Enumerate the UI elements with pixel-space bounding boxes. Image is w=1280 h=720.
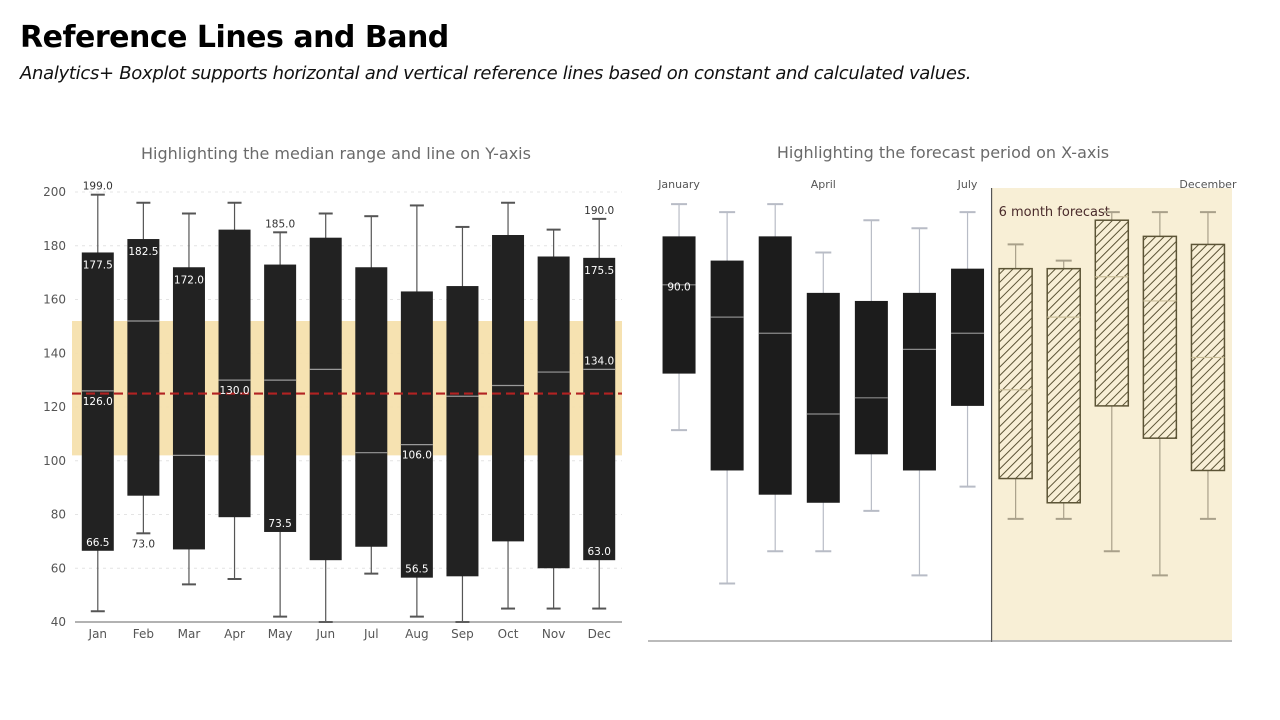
chart2-box (951, 268, 985, 406)
chart1-data-label: 73.0 (132, 538, 155, 550)
chart1-xtick-label: Jul (363, 627, 378, 641)
chart1-data-label: 73.5 (268, 518, 291, 530)
chart1-box (127, 239, 160, 496)
chart1-data-label: 126.0 (83, 396, 113, 408)
page-title: Reference Lines and Band (20, 20, 449, 55)
chart1-box (583, 257, 616, 561)
chart2-forecast-box (1094, 219, 1130, 407)
chart1-box (537, 256, 570, 569)
chart2-box (806, 292, 840, 503)
chart1-data-label: 185.0 (265, 218, 295, 230)
chart1-reference-band (72, 321, 622, 456)
chart2-forecast-label: 6 month forecast (999, 205, 1110, 220)
chart2-box (662, 236, 696, 374)
chart1-box (172, 267, 205, 550)
chart1-xtick-label: Apr (224, 627, 245, 641)
chart-median-range: Highlighting the median range and line o… (43, 144, 622, 641)
chart1-ytick-label: 200 (43, 185, 66, 199)
chart1-xtick-label: Jun (315, 627, 335, 641)
chart1-data-label: 130.0 (220, 385, 250, 397)
chart1-ytick-label: 120 (43, 400, 66, 414)
chart1-xtick-label: Jan (88, 627, 108, 641)
chart1-data-label: 175.5 (584, 265, 614, 277)
chart1-ytick-label: 100 (43, 454, 66, 468)
chart2-xtick-label: January (657, 178, 700, 191)
chart2-box (758, 236, 792, 495)
chart2-box (854, 300, 888, 455)
chart1-box (264, 264, 297, 532)
chart1-xtick-label: Mar (178, 627, 201, 641)
chart2-xtick-label: July (957, 178, 978, 191)
chart1-data-label: 182.5 (128, 246, 158, 258)
chart1-data-label: 190.0 (584, 205, 614, 217)
chart1-ytick-label: 180 (43, 239, 66, 253)
chart1-box (218, 229, 251, 518)
chart1-box (309, 237, 342, 561)
chart1-xtick-label: Nov (542, 627, 565, 641)
chart2-forecast-box (1046, 267, 1081, 504)
chart1-xtick-label: Dec (588, 627, 611, 641)
chart1-data-label: 106.0 (402, 450, 432, 462)
chart1-box (81, 252, 114, 551)
chart1-ytick-label: 80 (51, 508, 66, 522)
chart1-title: Highlighting the median range and line o… (141, 144, 531, 163)
chart1-data-label: 56.5 (405, 564, 428, 576)
chart1-data-label: 177.5 (83, 259, 113, 271)
chart1-ytick-label: 140 (43, 346, 66, 360)
chart1-ytick-label: 160 (43, 293, 66, 307)
chart1-xtick-label: Sep (451, 627, 474, 641)
chart1-xtick-label: Oct (498, 627, 519, 641)
chart1-data-label: 66.5 (86, 537, 109, 549)
chart1-xtick-label: Feb (133, 627, 154, 641)
chart2-forecast-box (998, 267, 1033, 480)
chart1-xtick-label: Aug (405, 627, 428, 641)
chart2-xtick-label: December (1179, 178, 1237, 191)
chart2-title: Highlighting the forecast period on X-ax… (777, 143, 1109, 162)
chart1-ytick-label: 60 (51, 561, 66, 575)
chart2-data-label: 90.0 (667, 282, 690, 294)
chart1-ytick-label: 40 (51, 615, 66, 629)
chart-forecast-period: Highlighting the forecast period on X-ax… (648, 143, 1237, 642)
chart1-data-label: 172.0 (174, 274, 204, 286)
chart1-box (400, 291, 433, 578)
chart1-xtick-label: May (268, 627, 293, 641)
chart1-data-label: 63.0 (588, 546, 611, 558)
chart1-box (355, 267, 388, 547)
page-subtitle: Analytics+ Boxplot supports horizontal a… (20, 63, 972, 84)
chart1-data-label: 134.0 (584, 355, 614, 367)
chart1-box (446, 286, 479, 577)
chart2-box (710, 260, 744, 471)
chart1-data-label: 199.0 (83, 181, 113, 193)
chart2-box (902, 292, 936, 471)
chart2-forecast-box (1142, 235, 1178, 439)
chart2-xtick-label: April (811, 178, 836, 191)
chart1-box (492, 235, 525, 542)
